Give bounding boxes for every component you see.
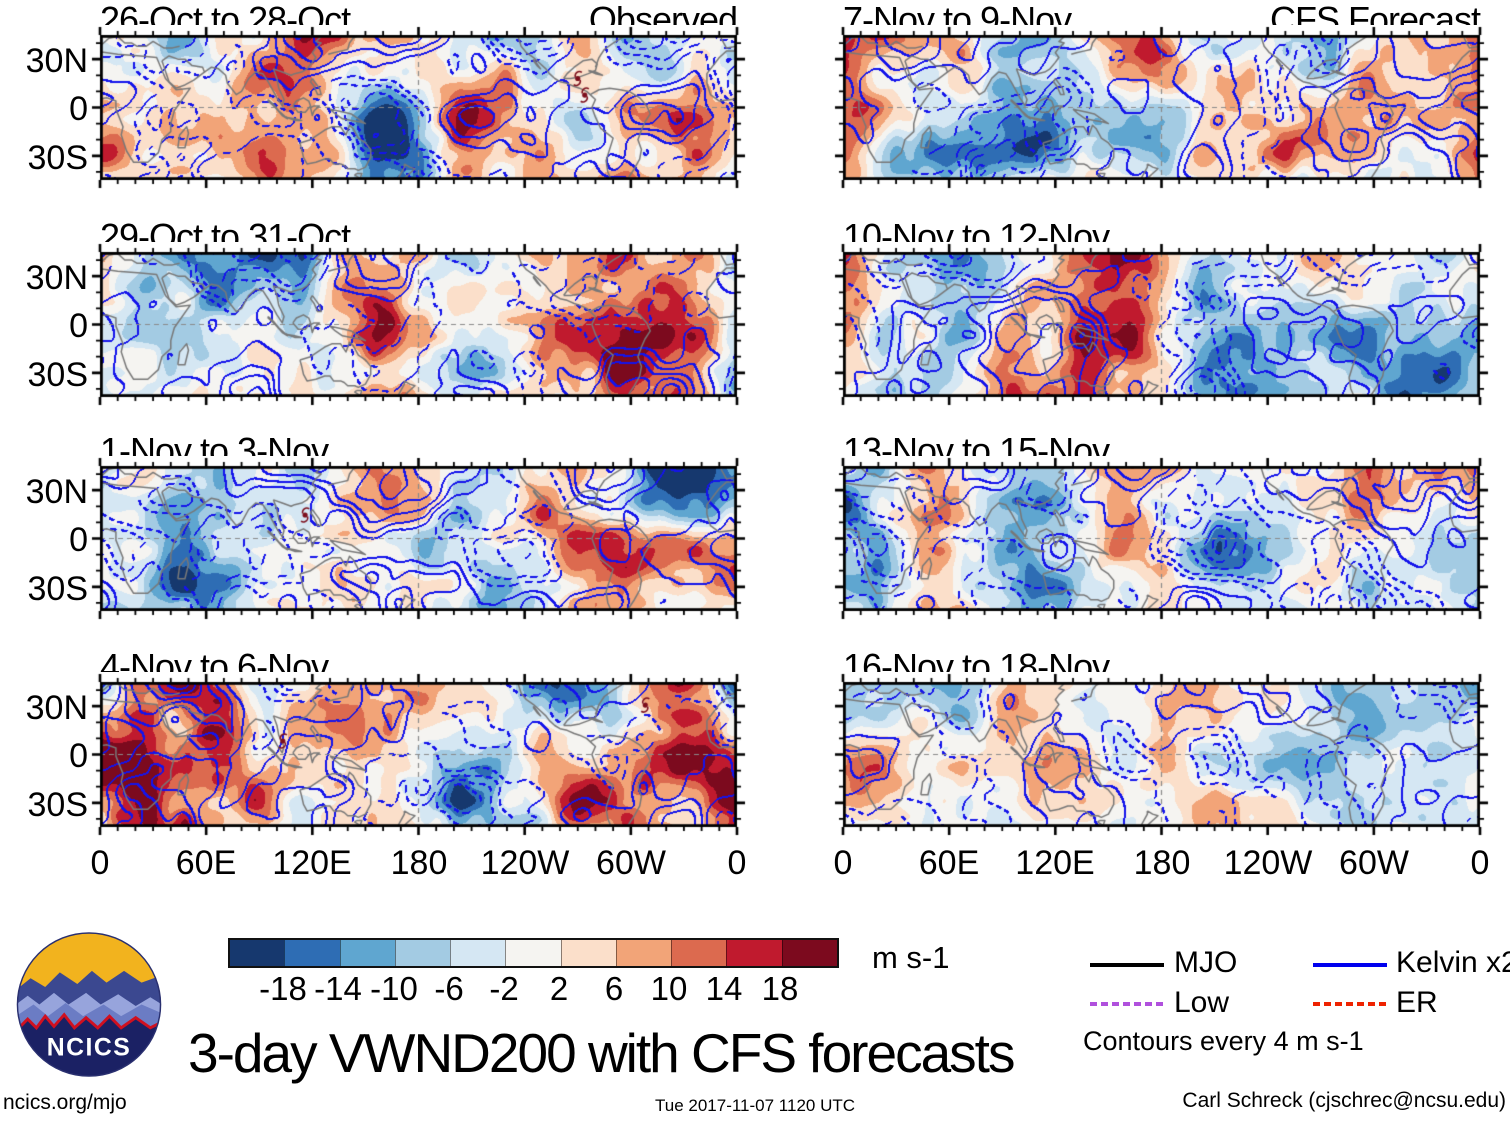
legend-label-low: Low (1174, 986, 1230, 1019)
legend-line-kelvin (1313, 963, 1387, 967)
lon-label: 120E (272, 844, 352, 882)
colorbar-cell (394, 940, 451, 966)
lon-label: 120E (1015, 844, 1095, 882)
colorbar-cell (560, 940, 616, 966)
colorbar-label: 10 (650, 970, 688, 1007)
colorbar-label: -2 (489, 970, 519, 1007)
colorbar-cell (781, 940, 837, 966)
lon-label: 0 (90, 844, 110, 882)
colorbar-label: -10 (370, 970, 418, 1007)
lon-label: 60W (1339, 844, 1409, 882)
lon-label: 0 (727, 844, 747, 882)
colorbar-label: 2 (549, 970, 569, 1007)
lon-label: 60E (918, 844, 980, 882)
contour-note: Contours every 4 m s-1 (1083, 1026, 1364, 1056)
map-canvas (833, 672, 1490, 837)
colorbar-cell (726, 940, 782, 966)
colorbar-label: 14 (705, 970, 743, 1007)
colorbar-cell (615, 940, 672, 966)
lon-label: 60W (596, 844, 666, 882)
lat-label: 30N (25, 259, 88, 297)
colorbar-label: 18 (761, 970, 799, 1007)
legend-label-mjo: MJO (1174, 946, 1238, 979)
map-canvas (833, 25, 1490, 190)
legend-label-kelvin: Kelvin x2 (1396, 946, 1510, 979)
lat-label: 0 (69, 521, 88, 559)
colorbar-cell (339, 940, 395, 966)
map-canvas (833, 242, 1490, 407)
logo-text: NCICS (47, 1035, 132, 1062)
main-title: 3-day VWND200 with CFS forecasts (188, 1022, 1015, 1084)
colorbar-label: -18 (259, 970, 307, 1007)
map-canvas (90, 672, 747, 837)
lon-label: 120W (1223, 844, 1313, 882)
lat-label: 30N (25, 42, 88, 80)
map-canvas (90, 242, 747, 407)
lon-label: 0 (833, 844, 853, 882)
lat-label: 30S (27, 139, 89, 177)
lat-label: 30N (25, 689, 88, 727)
lon-label: 0 (1470, 844, 1490, 882)
colorbar-label: -14 (314, 970, 362, 1007)
legend-line-low (1090, 1002, 1164, 1006)
colorbar-units: m s-1 (872, 940, 950, 975)
colorbar-cell (505, 940, 561, 966)
lon-label: 180 (1133, 844, 1191, 882)
map-canvas (90, 25, 747, 190)
lat-label: 30S (27, 356, 89, 394)
map-canvas (90, 456, 747, 621)
colorbar-cell (671, 940, 727, 966)
lon-label: 60E (175, 844, 237, 882)
colorbar-cell (284, 940, 340, 966)
legend-line-mjo (1090, 963, 1164, 967)
colorbar-cell (450, 940, 506, 966)
lon-label: 120W (480, 844, 570, 882)
map-canvas (833, 456, 1490, 621)
lon-label: 180 (390, 844, 448, 882)
lat-label: 0 (69, 90, 88, 128)
colorbar (228, 938, 839, 968)
lat-label: 30S (27, 570, 89, 608)
colorbar-cell (230, 940, 285, 966)
footer-timestamp: Tue 2017-11-07 1120 UTC (654, 1096, 856, 1115)
ncics-logo: NCICS (16, 932, 162, 1077)
footer-credit: Carl Schreck (cjschrec@ncsu.edu) (1182, 1089, 1506, 1112)
legend-line-er (1313, 1002, 1387, 1006)
colorbar-label: -6 (434, 970, 464, 1007)
legend-label-er: ER (1396, 986, 1438, 1019)
lat-label: 0 (69, 307, 88, 345)
lat-label: 30N (25, 473, 88, 511)
lat-label: 0 (69, 737, 88, 775)
colorbar-label: 6 (604, 970, 624, 1007)
footer-url: ncics.org/mjo (3, 1091, 127, 1114)
lat-label: 30S (27, 786, 89, 824)
